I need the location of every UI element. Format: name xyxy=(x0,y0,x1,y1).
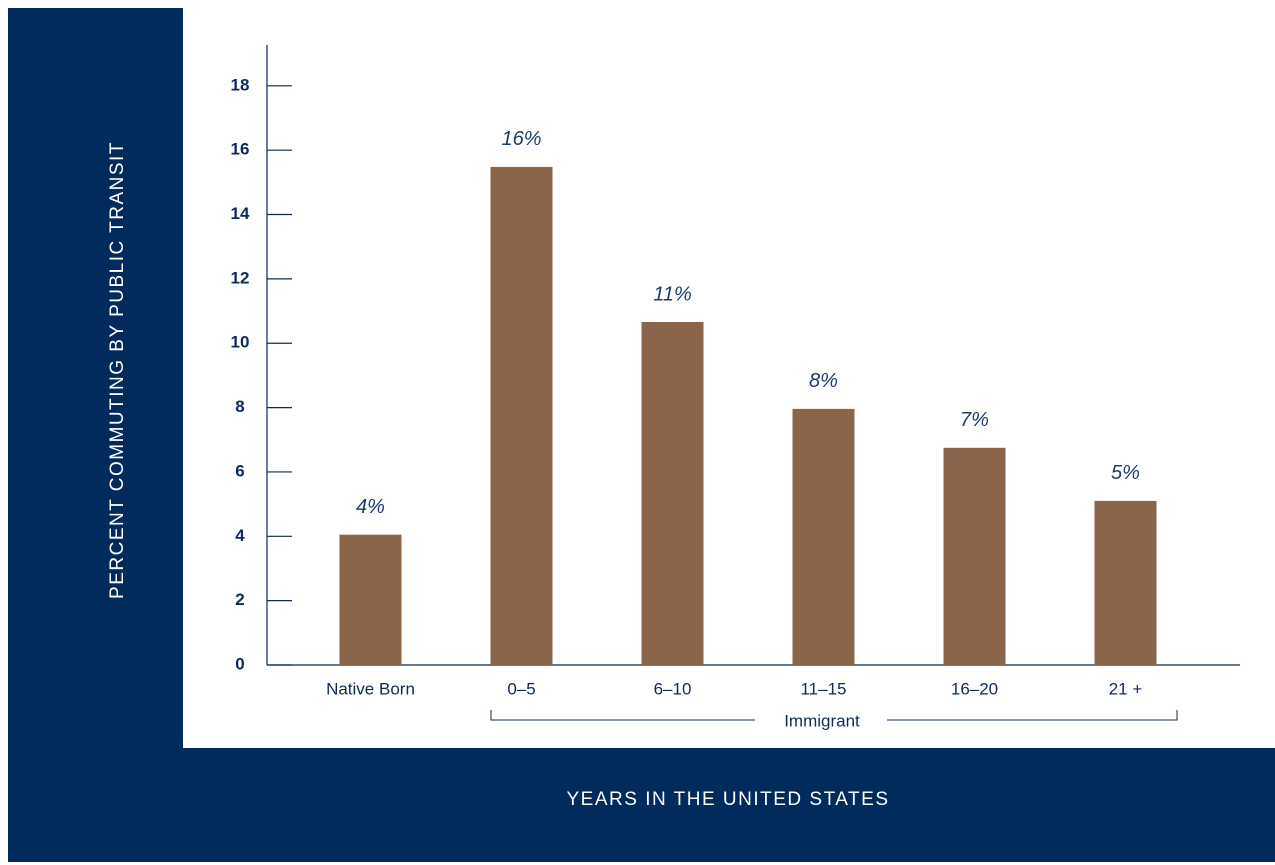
y-tick-label: 12 xyxy=(231,268,250,287)
bar xyxy=(339,534,402,665)
value-label: 16% xyxy=(501,128,541,150)
y-tick-label: 14 xyxy=(231,204,250,223)
value-label: 8% xyxy=(809,370,838,392)
bar xyxy=(943,447,1006,665)
x-tick-label: Native Born xyxy=(326,679,415,698)
bar xyxy=(792,408,855,665)
x-tick-label: 16–20 xyxy=(951,679,998,698)
group-label: Immigrant xyxy=(784,711,860,730)
y-tick-label: 6 xyxy=(235,461,244,480)
bar xyxy=(641,322,704,665)
bar xyxy=(490,166,553,665)
y-tick-label: 2 xyxy=(235,590,244,609)
y-tick-label: 8 xyxy=(235,397,244,416)
y-axis-title: PERCENT COMMUTING BY PUBLIC TRANSIT xyxy=(107,141,128,599)
x-axis-title: YEARS IN THE UNITED STATES xyxy=(567,789,890,810)
value-label: 5% xyxy=(1111,462,1140,484)
value-label: 11% xyxy=(653,283,692,305)
group-bracket xyxy=(490,710,1178,721)
y-tick-label: 0 xyxy=(235,654,244,673)
y-tick-label: 4 xyxy=(235,526,245,545)
value-label: 7% xyxy=(960,409,989,431)
x-tick-label: 6–10 xyxy=(654,679,692,698)
bar xyxy=(1094,500,1157,665)
x-tick-label: 0–5 xyxy=(507,679,535,698)
y-tick-label: 16 xyxy=(231,140,250,159)
value-label: 4% xyxy=(356,496,385,518)
x-tick-label: 21 + xyxy=(1109,679,1143,698)
x-tick-label: 11–15 xyxy=(800,679,846,698)
y-tick-label: 18 xyxy=(231,75,250,94)
y-tick-label: 10 xyxy=(231,333,250,352)
